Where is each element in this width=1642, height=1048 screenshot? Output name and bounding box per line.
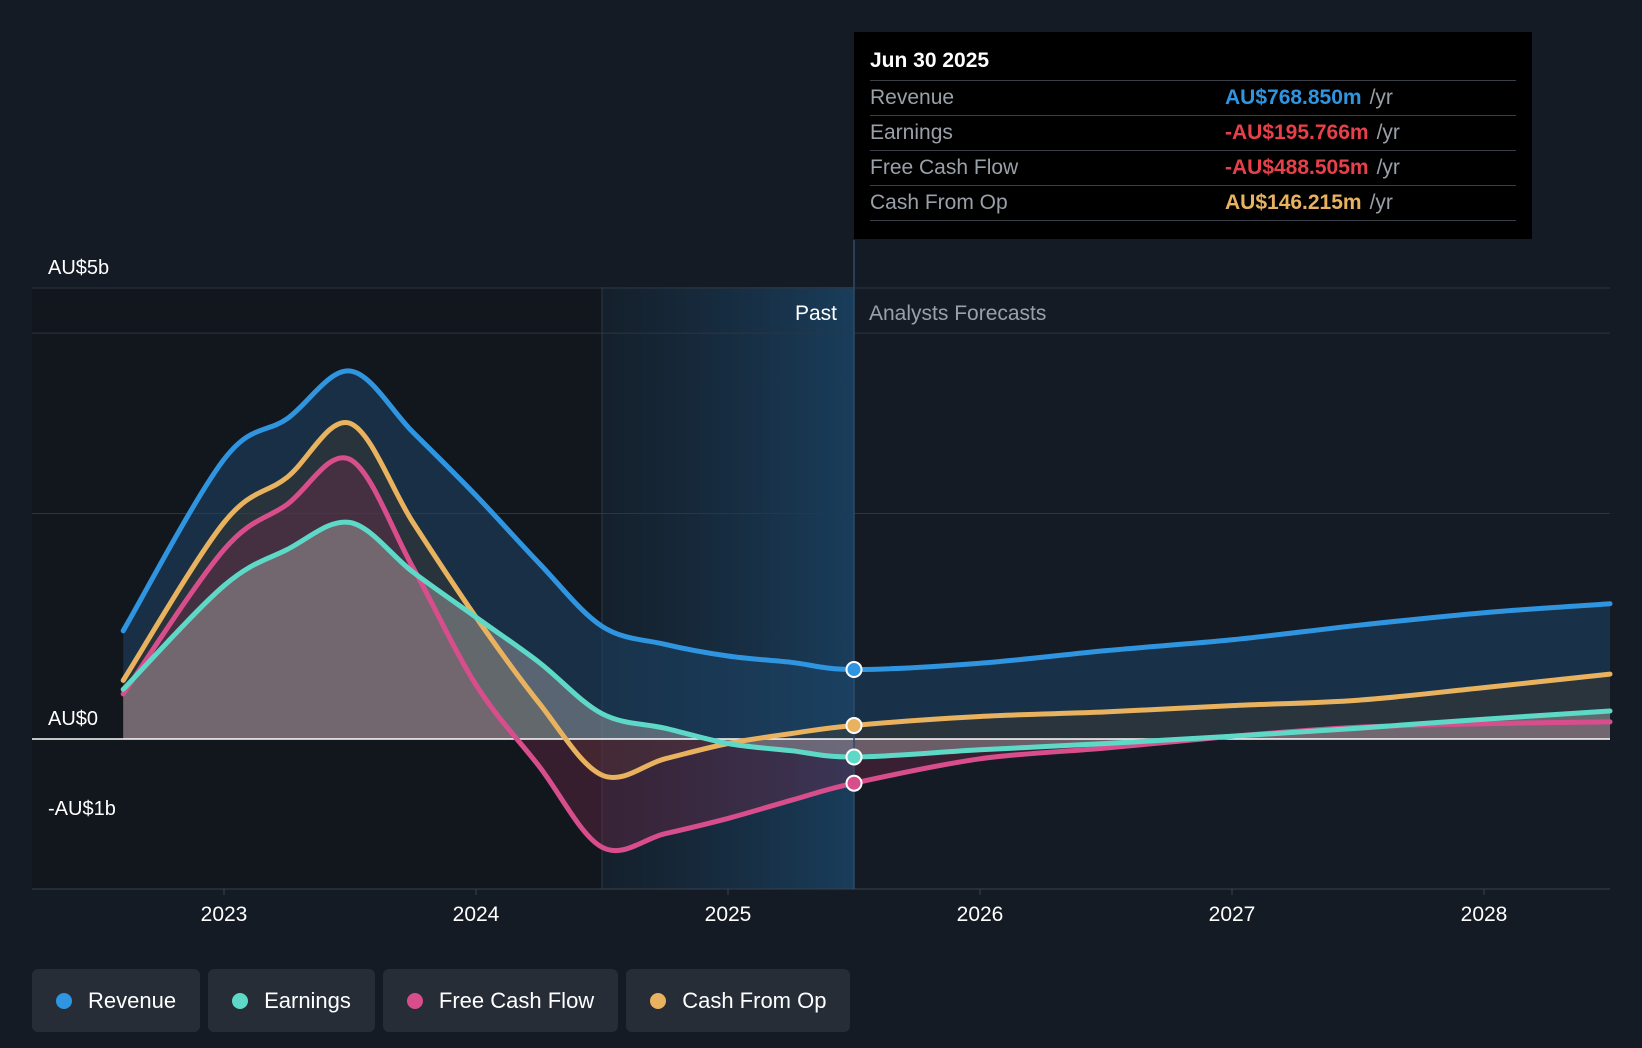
x-tick-label: 2026 xyxy=(957,903,1004,926)
cash-from-op-marker xyxy=(845,716,863,734)
tooltip-label: Earnings xyxy=(870,121,953,144)
tooltip-row-earnings: Earnings -AU$195.766m /yr xyxy=(870,115,1516,150)
free-cash-flow-marker xyxy=(845,774,863,792)
legend-label: Earnings xyxy=(264,987,351,1013)
legend-dot-icon xyxy=(406,992,423,1009)
revenue-line xyxy=(120,368,1613,673)
tooltip-unit: /yr xyxy=(1369,86,1393,109)
forecast-label: Analysts Forecasts xyxy=(869,302,1046,325)
earnings-area xyxy=(123,522,1611,758)
tooltip-unit: /yr xyxy=(1376,156,1400,179)
free-cash-flow-area xyxy=(123,457,1611,851)
x-tick-label: 2025 xyxy=(705,903,752,926)
tooltip-value: AU$146.215m xyxy=(1225,191,1362,214)
tooltip-row-cash-from-op: Cash From Op AU$146.215m /yr xyxy=(870,185,1516,221)
legend-label: Revenue xyxy=(88,987,177,1013)
tooltip-value: AU$768.850m xyxy=(1225,86,1362,109)
tooltip-label: Cash From Op xyxy=(870,191,1008,214)
x-tick-label: 2023 xyxy=(201,903,248,926)
y-tick-label: AU$0 xyxy=(48,708,98,730)
legend-item-free-cash-flow[interactable]: Free Cash Flow xyxy=(382,969,619,1032)
legend: Revenue Earnings Free Cash Flow Cash Fro… xyxy=(32,969,851,1032)
legend-item-revenue[interactable]: Revenue xyxy=(32,969,201,1032)
x-tick-label: 2024 xyxy=(453,903,500,926)
legend-dot-icon xyxy=(232,992,249,1009)
past-label: Past xyxy=(795,302,837,325)
legend-dot-icon xyxy=(56,992,72,1009)
y-tick-label: AU$5b xyxy=(48,257,109,279)
legend-item-cash-from-op[interactable]: Cash From Op xyxy=(626,969,851,1032)
y-tick-label: -AU$1b xyxy=(48,798,116,820)
earnings-line xyxy=(120,519,1613,760)
legend-item-earnings[interactable]: Earnings xyxy=(208,969,375,1032)
legend-label: Free Cash Flow xyxy=(438,987,595,1013)
tooltip: Jun 30 2025 Revenue AU$768.850m /yr Earn… xyxy=(854,32,1532,239)
x-tick-label: 2028 xyxy=(1461,903,1508,926)
tooltip-date: Jun 30 2025 xyxy=(870,49,990,72)
earnings-marker xyxy=(845,748,863,766)
legend-label: Cash From Op xyxy=(682,987,827,1013)
tooltip-label: Free Cash Flow xyxy=(870,156,1019,179)
tooltip-unit: /yr xyxy=(1376,121,1400,144)
tooltip-row-free-cash-flow: Free Cash Flow -AU$488.505m /yr xyxy=(870,150,1516,185)
revenue-marker xyxy=(845,661,863,679)
tooltip-label: Revenue xyxy=(870,86,955,109)
legend-dot-icon xyxy=(650,992,667,1009)
cash-from-op-line xyxy=(120,420,1613,780)
cash-from-op-area xyxy=(123,422,1611,778)
tooltip-row-revenue: Revenue AU$768.850m /yr xyxy=(870,80,1516,115)
tooltip-value: -AU$195.766m xyxy=(1225,121,1369,144)
x-tick-label: 2027 xyxy=(1209,903,1256,926)
tooltip-value: -AU$488.505m xyxy=(1225,156,1369,179)
tooltip-unit: /yr xyxy=(1369,191,1393,214)
highlight-region xyxy=(602,287,854,889)
